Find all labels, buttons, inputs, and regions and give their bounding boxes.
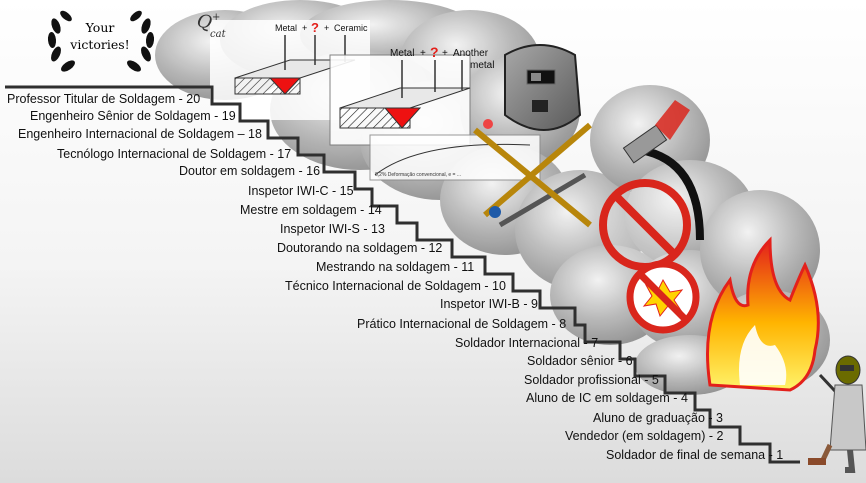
graph-caption: 0,2% Deformação convencional, e = ... [375,172,461,178]
step-label-18: Engenheiro Internacional de Soldagem – 1… [18,127,262,141]
no-sparks-sign-icon [599,179,691,271]
step-label-14: Mestre em soldagem - 14 [240,203,382,217]
badge-line-2: victories! [70,37,130,52]
step-label-5: Soldador profissional - 5 [524,373,659,387]
flame-icon [706,236,820,392]
step-label-7: Soldador Internacional - 7 [455,336,599,350]
weld-joint-sketch-metal [329,54,471,146]
welding-helmet-icon [504,44,582,131]
sketch2-plus: + [420,48,426,59]
step-label-15: Inspetor IWI-C - 15 [248,184,354,198]
sketch2-metal2: metal [470,60,494,71]
step-label-16: Doutor em soldagem - 16 [179,164,321,178]
step-label-12: Doutorando na soldagem - 12 [277,241,443,255]
sketch1-question: ? [311,20,319,35]
no-flame-sign-icon [626,260,700,334]
sketch2-another: Another [453,48,489,59]
sketch1-metal: Metal [275,23,297,33]
staircase-line [5,85,800,464]
step-label-20: Professor Titular de Soldagem - 20 [7,92,201,106]
step-label-19: Engenheiro Sênior de Soldagem - 19 [30,109,236,123]
laurel-wreath-icon [47,10,155,72]
badge-text: Your victories! [62,19,138,53]
sketch1-plus: + [302,23,307,33]
step-label-10: Técnico Internacional de Soldagem - 10 [285,279,506,293]
formula-sup: + [212,12,220,23]
sketch2-question: ? [430,44,439,60]
step-label-4: Aluno de IC em soldagem - 4 [526,391,688,405]
welder-figure-icon [808,355,866,473]
step-label-9: Inspetor IWI-B - 9 [440,297,538,311]
step-label-13: Inspetor IWI-S - 13 [280,222,385,236]
step-label-11: Mestrando na soldagem - 11 [316,260,475,274]
mig-gun-icon [622,100,704,241]
formula-q: Q [195,10,214,34]
sketch1-plus2: + [324,23,329,33]
formula-sub: cat [210,29,227,40]
step-label-8: Prático Internacional de Soldagem - 8 [357,317,567,331]
step-label-3: Aluno de graduação - 3 [593,411,723,425]
badge-line-1: Your [85,20,115,35]
welding-torch-icon [473,119,592,228]
sketch1-ceramic: Ceramic [334,23,368,33]
step-label-2: Vendedor (em soldagem) - 2 [565,429,724,443]
step-label-1: Soldador de final de semana - 1 [606,448,784,462]
sketch2-metal: Metal [390,48,414,59]
step-label-6: Soldador sênior - 6 [527,354,633,368]
sketch2-plus2: + [442,48,448,59]
step-label-17: Tecnólogo Internacional de Soldagem - 17 [57,147,292,161]
